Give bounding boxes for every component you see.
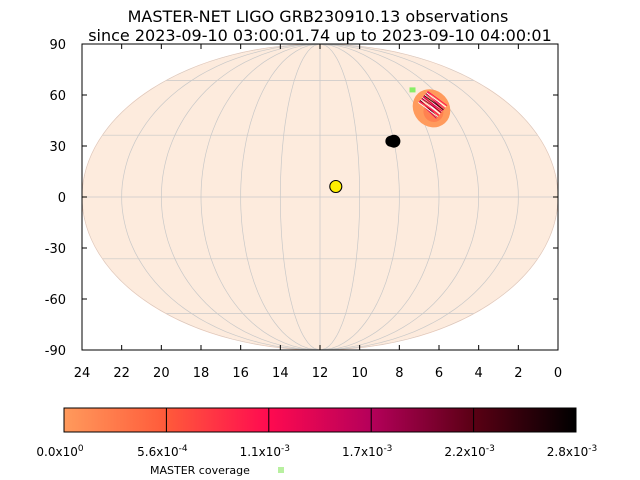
legend-label: MASTER coverage xyxy=(150,464,250,477)
probability-hatch xyxy=(426,92,447,108)
chart-title-line1: MASTER-NET LIGO GRB230910.13 observation… xyxy=(128,7,509,26)
y-tick-label: -30 xyxy=(45,242,66,257)
colorbar-tick-label: 2.2x10-3 xyxy=(444,444,494,459)
y-tick-label: 60 xyxy=(49,89,66,104)
colorbar-gradient xyxy=(63,407,577,433)
x-tick-label: 18 xyxy=(193,366,210,381)
probability-hatch xyxy=(419,100,440,116)
colorbar-tick-label: 2.8x10-3 xyxy=(547,444,597,459)
colorbar-ticks: 0.0x100 5.6x10-4 1.1x10-3 1.7x10-3 2.2x10-3 2… xyxy=(36,408,597,459)
probability-hatch xyxy=(425,93,445,109)
x-tick-label: 12 xyxy=(312,366,329,381)
legend-swatch xyxy=(278,467,284,473)
y-tick-label: 90 xyxy=(49,38,66,53)
x-tick-label: 2 xyxy=(514,366,522,381)
x-tick-label: 16 xyxy=(232,366,249,381)
y-tick-label: -60 xyxy=(45,293,66,308)
y-tick-label: 30 xyxy=(49,140,66,155)
probability-hatch xyxy=(422,96,443,112)
colorbar-tick-label: 1.7x10-3 xyxy=(342,444,392,459)
grid-lines xyxy=(82,44,558,350)
sun-marker xyxy=(329,179,343,194)
probability-hatch xyxy=(420,99,441,115)
x-tick-label: 0 xyxy=(554,366,562,381)
colorbar xyxy=(63,407,577,433)
x-tick-label: 10 xyxy=(351,366,368,381)
x-tick-label: 4 xyxy=(475,366,483,381)
probability-peak xyxy=(418,91,448,119)
probability-hatch xyxy=(421,97,442,113)
probability-region xyxy=(412,89,451,128)
y-tick-label: -90 xyxy=(45,344,66,359)
x-tick-label: 14 xyxy=(272,366,289,381)
y-tick-label: 0 xyxy=(58,191,66,206)
colorbar-tick-label: 5.6x10-4 xyxy=(137,444,188,459)
x-tick-label: 22 xyxy=(113,366,130,381)
x-tick-label: 20 xyxy=(153,366,170,381)
probability-mid-region xyxy=(423,101,444,122)
x-tick-label: 24 xyxy=(74,366,91,381)
chart-title-line2: since 2023-09-10 03:00:01.74 up to 2023-… xyxy=(88,26,552,45)
probability-hatch xyxy=(423,95,444,111)
probability-hatch xyxy=(427,91,448,107)
colorbar-tick-label: 1.1x10-3 xyxy=(240,444,290,459)
moon-marker-shadow xyxy=(385,135,397,147)
probability-hatch xyxy=(418,102,438,118)
x-tick-label: 8 xyxy=(395,366,403,381)
x-tick-label: 6 xyxy=(435,366,443,381)
colorbar-tick-label: 0.0x100 xyxy=(36,444,83,459)
master-coverage-point xyxy=(409,87,416,93)
